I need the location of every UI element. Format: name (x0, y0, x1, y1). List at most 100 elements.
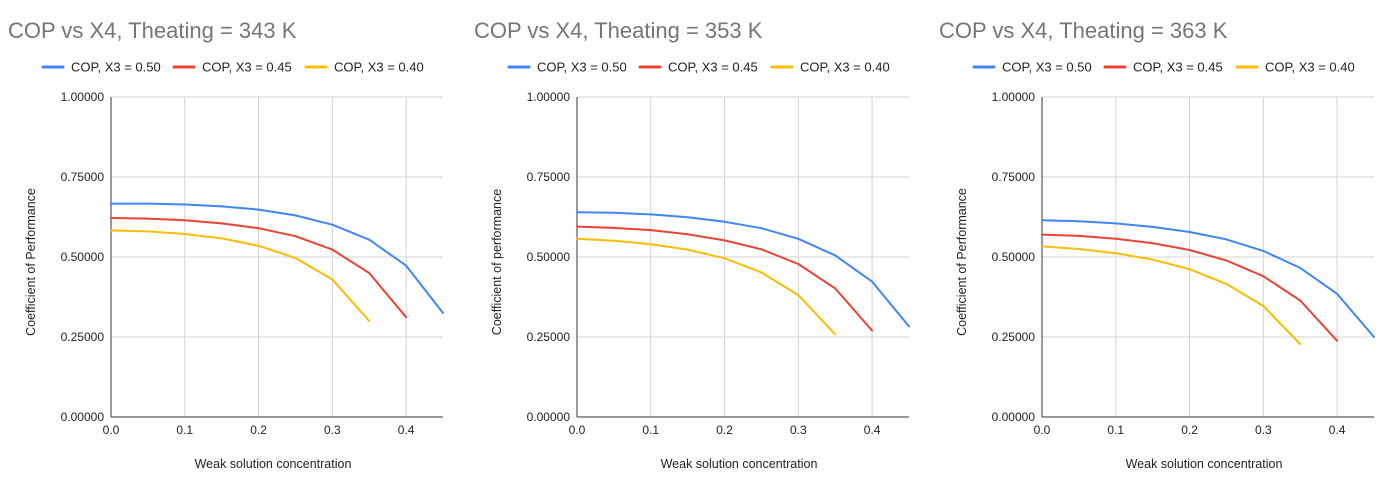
y-tick-label: 0.00000 (61, 410, 105, 424)
y-axis-label: Coefficient of performance (490, 189, 504, 335)
data-point (760, 227, 763, 230)
y-tick-label: 1.00000 (61, 90, 105, 104)
x-axis-label: Weak solution concentration (661, 457, 818, 471)
data-point (1225, 259, 1228, 262)
data-point (797, 237, 800, 240)
data-point (871, 280, 874, 283)
x-tick-label: 0.1 (1107, 423, 1124, 437)
data-point (146, 230, 149, 233)
x-tick-label: 0.4 (398, 423, 415, 437)
series-line (576, 211, 910, 328)
chart-363k: COP vs X4, Theating = 363 K COP, X3 = 0.5… (931, 0, 1396, 494)
series-line (1041, 245, 1301, 345)
data-point (797, 263, 800, 265)
data-point (331, 278, 334, 281)
data-point (110, 202, 112, 205)
data-point (183, 203, 186, 206)
data-point (331, 223, 334, 226)
x-axis-label: Weak solution concentration (1126, 457, 1283, 471)
data-point (1077, 248, 1080, 250)
data-point (576, 211, 578, 214)
data-point (612, 239, 615, 242)
legend-label: COP, X3 = 0.40 (334, 60, 424, 75)
data-point (649, 243, 652, 246)
data-point (686, 248, 689, 251)
chart-title: COP vs X4, Theating = 353 K (474, 18, 763, 43)
data-point (834, 333, 837, 336)
x-tick-label: 0.4 (1329, 423, 1346, 437)
data-point (1114, 252, 1117, 255)
series-line (1041, 219, 1375, 338)
data-point (405, 316, 408, 319)
data-point (294, 235, 297, 238)
data-point (723, 220, 726, 223)
legend-label: COP, X3 = 0.50 (1002, 60, 1092, 75)
data-point (723, 257, 726, 260)
x-tick-label: 0.3 (324, 423, 341, 437)
data-point (1188, 268, 1191, 271)
data-point (1299, 343, 1302, 345)
data-point (220, 237, 223, 240)
data-point (257, 244, 260, 247)
data-point (576, 225, 578, 228)
data-point (1299, 266, 1302, 269)
chart-343k: COP vs X4, Theating = 343 K COP, X3 = 0.5… (0, 0, 465, 494)
chart-title: COP vs X4, Theating = 343 K (8, 18, 297, 43)
data-point (1262, 275, 1265, 278)
y-tick-label: 0.50000 (527, 250, 571, 264)
data-point (183, 233, 186, 235)
legend-label: COP, X3 = 0.50 (71, 60, 161, 75)
data-point (760, 248, 763, 251)
data-point (368, 320, 371, 322)
x-tick-label: 0.2 (250, 423, 267, 437)
data-point (834, 254, 837, 257)
y-tick-label: 0.00000 (992, 410, 1036, 424)
legend-label: COP, X3 = 0.45 (1133, 60, 1223, 75)
data-point (797, 294, 800, 297)
data-point (331, 248, 334, 251)
data-point (686, 216, 689, 219)
y-axis-label: Coefficient of Performance (24, 188, 38, 336)
chart-svg: COP vs X4, Theating = 343 K COP, X3 = 0.5… (8, 18, 444, 471)
x-tick-label: 0.1 (642, 423, 659, 437)
data-point (1262, 305, 1265, 307)
y-axis-label: Coefficient of Performance (955, 188, 969, 336)
chart-svg: COP vs X4, Theating = 353 K COP, X3 = 0.5… (474, 18, 910, 471)
data-point (220, 222, 223, 225)
data-point (834, 287, 837, 290)
data-point (1336, 339, 1339, 342)
data-point (1151, 258, 1154, 261)
data-point (1262, 249, 1265, 252)
x-tick-label: 0.2 (716, 423, 733, 437)
data-point (1225, 282, 1228, 285)
legend-label: COP, X3 = 0.40 (800, 60, 890, 75)
data-point (442, 312, 444, 314)
legend-label: COP, X3 = 0.45 (668, 60, 758, 75)
x-axis-label: Weak solution concentration (195, 457, 352, 471)
legend-label: COP, X3 = 0.45 (202, 60, 292, 75)
data-point (1041, 233, 1043, 236)
y-tick-label: 0.50000 (61, 250, 105, 264)
data-point (146, 202, 149, 205)
data-point (1077, 234, 1080, 237)
data-point (723, 239, 726, 242)
data-point (368, 272, 371, 274)
data-point (1373, 336, 1375, 338)
y-tick-label: 0.75000 (61, 170, 105, 184)
x-tick-label: 0.4 (864, 423, 881, 437)
data-point (612, 211, 615, 214)
x-tick-label: 0.1 (176, 423, 193, 437)
data-point (649, 229, 652, 232)
series-line (110, 229, 370, 322)
x-tick-label: 0.0 (1034, 423, 1051, 437)
data-point (1336, 292, 1339, 295)
legend-label: COP, X3 = 0.40 (1265, 60, 1355, 75)
data-point (110, 217, 112, 219)
data-point (760, 271, 763, 274)
y-tick-label: 0.00000 (527, 410, 571, 424)
data-point (871, 329, 874, 332)
data-point (649, 213, 652, 216)
data-point (146, 217, 149, 220)
x-tick-label: 0.0 (569, 423, 586, 437)
